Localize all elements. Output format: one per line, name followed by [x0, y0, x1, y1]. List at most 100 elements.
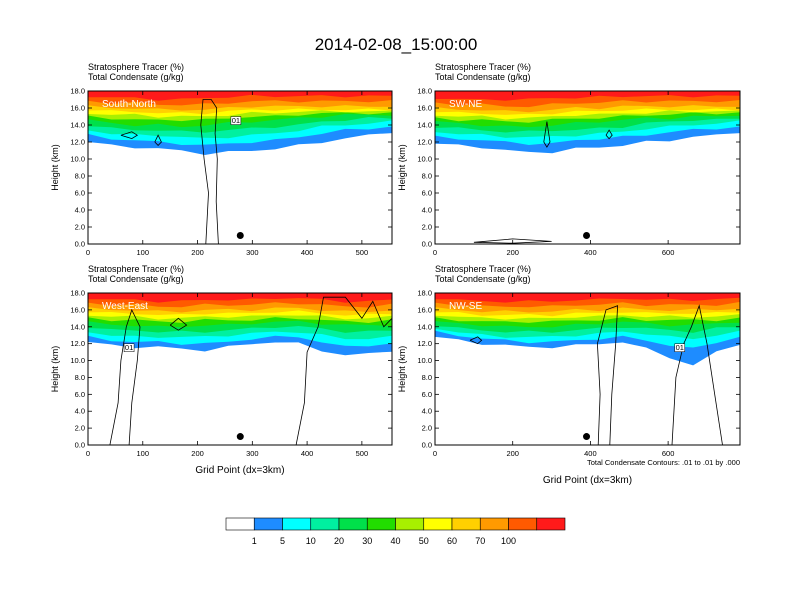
y-tick-label: 10.0 [70, 356, 85, 365]
x-tick-label: 400 [301, 449, 314, 458]
y-tick-label: 4.0 [75, 206, 85, 215]
condensate-contour [109, 308, 141, 445]
colorbar-label: 30 [362, 536, 372, 546]
panel-subtitle: Total Condensate (g/kg) [435, 274, 531, 284]
condensate-contour [543, 121, 551, 148]
y-tick-label: 0.0 [75, 441, 85, 450]
tracer-band-100 [435, 91, 740, 101]
panel-subtitle: Total Condensate (g/kg) [88, 274, 184, 284]
contour-note: Total Condensate Contours: .01 to .01 by… [587, 458, 740, 467]
x-tick-label: 200 [506, 449, 519, 458]
y-tick-label: 10.0 [70, 155, 85, 164]
y-tick-label: 0.0 [75, 240, 85, 249]
y-tick-label: 0.0 [422, 441, 432, 450]
x-tick-label: 200 [506, 248, 519, 257]
contour-label: 01 [232, 116, 240, 125]
y-tick-label: 18.0 [417, 87, 432, 96]
y-tick-label: 10.0 [417, 356, 432, 365]
y-axis-label: Height (km) [397, 346, 407, 393]
plot-area: 01 [88, 91, 392, 244]
y-tick-label: 6.0 [422, 390, 432, 399]
y-tick-label: 2.0 [422, 223, 432, 232]
plot-frame [434, 90, 741, 245]
y-tick-label: 14.0 [70, 322, 85, 331]
figure-title: 2014-02-08_15:00:00 [315, 35, 478, 54]
y-tick-label: 2.0 [75, 223, 85, 232]
y-tick-label: 12.0 [417, 339, 432, 348]
y-tick-label: 18.0 [70, 87, 85, 96]
y-tick-label: 14.0 [417, 322, 432, 331]
plot-area: 01 [88, 293, 392, 445]
panel-subtitle: Stratosphere Tracer (%) [435, 264, 531, 274]
condensate-contour [671, 304, 723, 445]
colorbar-label: 50 [419, 536, 429, 546]
location-marker [583, 433, 591, 441]
colorbar-swatch [536, 517, 566, 531]
colorbar-swatch [508, 517, 538, 531]
contour-label: 01 [125, 343, 133, 352]
contour-label: 01 [676, 343, 684, 352]
y-tick-label: 6.0 [75, 189, 85, 198]
x-tick-label: 600 [662, 248, 675, 257]
region-label: SW-NE [449, 99, 482, 110]
y-tick-label: 0.0 [422, 240, 432, 249]
x-tick-label: 0 [433, 449, 437, 458]
condensate-contour [154, 134, 162, 146]
colorbar-label: 40 [390, 536, 400, 546]
condensate-contour [605, 129, 613, 140]
location-marker [583, 232, 591, 239]
y-tick-label: 16.0 [417, 305, 432, 314]
contour-label-box [674, 343, 686, 352]
y-tick-label: 14.0 [70, 121, 85, 130]
y-tick-label: 4.0 [75, 407, 85, 416]
colorbar-swatch [395, 517, 425, 531]
condensate-contour [473, 238, 552, 244]
tracer-band-100 [435, 293, 740, 303]
region-label: South-North [102, 99, 156, 110]
colorbar-label: 20 [334, 536, 344, 546]
x-axis-label: Grid Point (dx=3km) [195, 465, 284, 476]
y-tick-label: 14.0 [417, 121, 432, 130]
panel-subtitle: Stratosphere Tracer (%) [88, 62, 184, 72]
x-tick-label: 100 [137, 449, 150, 458]
colorbar-swatch [253, 517, 283, 531]
panels: Stratosphere Tracer (%)Total Condensate … [50, 62, 741, 486]
region-label: West-East [102, 301, 148, 312]
plot-frame [434, 292, 741, 446]
x-tick-label: 0 [433, 248, 437, 257]
condensate-contour [596, 305, 619, 445]
y-tick-label: 2.0 [75, 424, 85, 433]
condensate-contour [169, 317, 188, 331]
colorbar-swatch [479, 517, 509, 531]
y-tick-label: 8.0 [422, 373, 432, 382]
contour-label-box [123, 343, 135, 352]
panel-subtitle: Stratosphere Tracer (%) [435, 62, 531, 72]
tracer-band-100 [88, 91, 392, 101]
condensate-contour [295, 296, 392, 445]
y-tick-label: 8.0 [422, 172, 432, 181]
condensate-contour [469, 336, 483, 345]
contour-label-box [230, 116, 242, 125]
x-axis-label: Grid Point (dx=3km) [543, 475, 632, 486]
colorbar-label: 5 [280, 536, 285, 546]
panel-4: Stratosphere Tracer (%)Total Condensate … [397, 264, 741, 486]
region-label: NW-SE [449, 301, 482, 312]
y-tick-label: 16.0 [417, 104, 432, 113]
y-tick-label: 4.0 [422, 206, 432, 215]
colorbar-label: 60 [447, 536, 457, 546]
x-tick-label: 400 [584, 449, 597, 458]
y-tick-label: 6.0 [422, 189, 432, 198]
y-tick-label: 18.0 [417, 289, 432, 298]
y-tick-label: 6.0 [75, 390, 85, 399]
y-tick-label: 8.0 [75, 172, 85, 181]
y-axis-label: Height (km) [50, 346, 60, 393]
y-tick-label: 8.0 [75, 373, 85, 382]
x-tick-label: 200 [191, 449, 204, 458]
panel-3: Stratosphere Tracer (%)Total Condensate … [50, 264, 393, 476]
x-tick-label: 0 [86, 449, 90, 458]
y-tick-label: 18.0 [70, 289, 85, 298]
colorbar-swatch [451, 517, 481, 531]
condensate-contour [200, 99, 219, 244]
y-axis-label: Height (km) [50, 144, 60, 191]
